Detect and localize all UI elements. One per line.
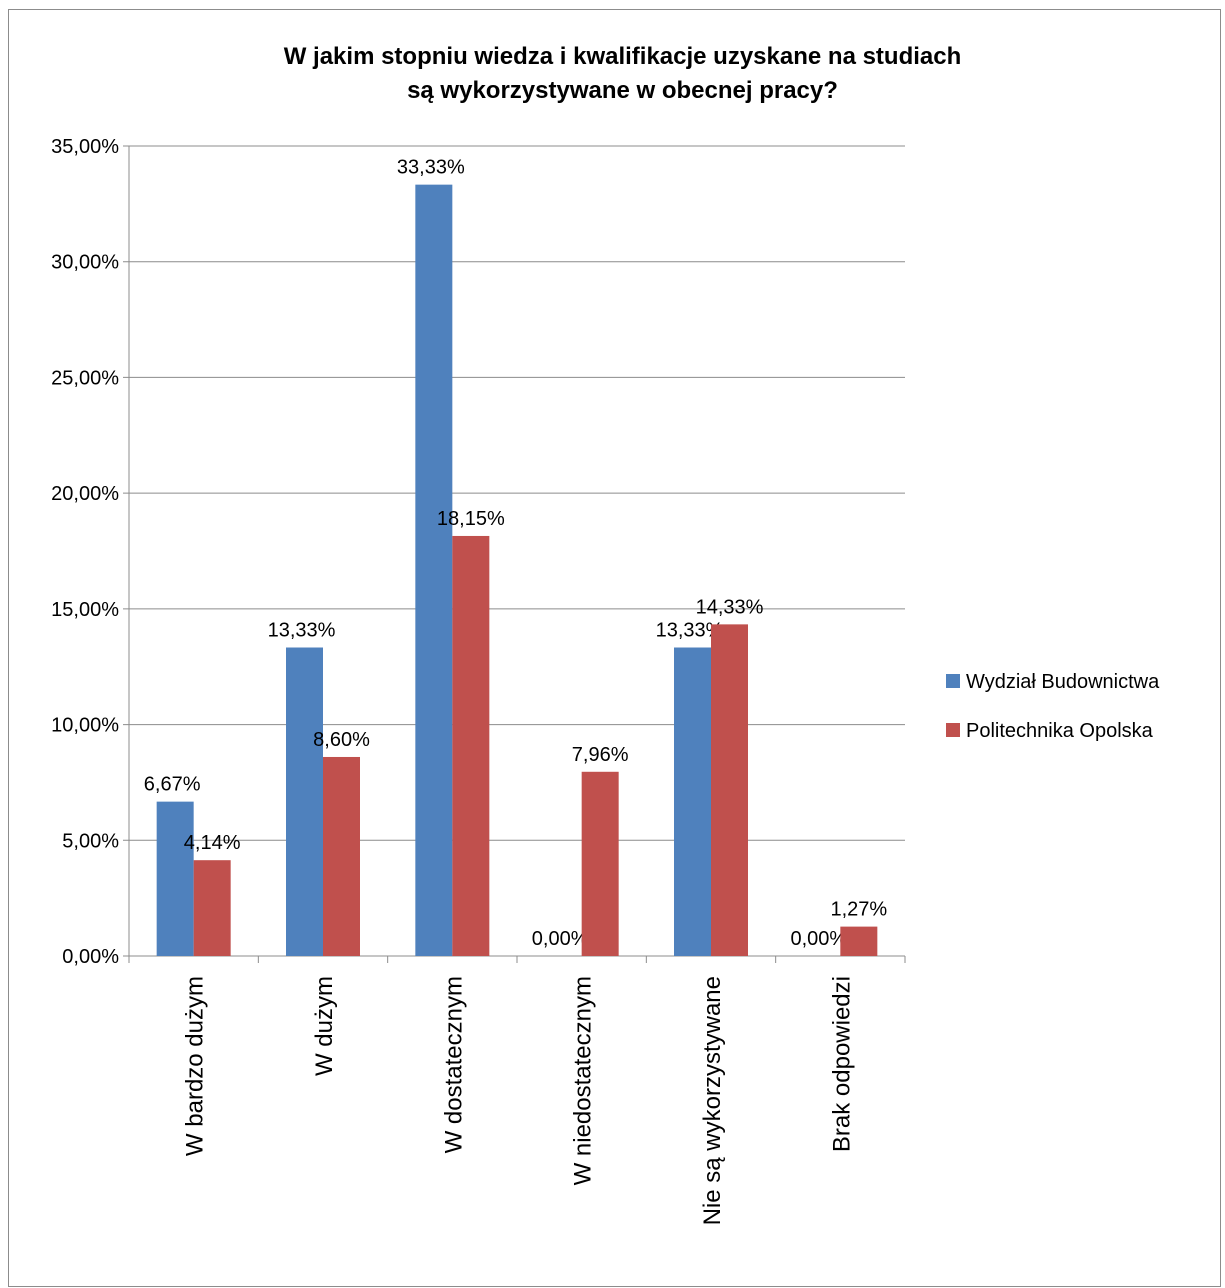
- category-label: W bardzo dużym: [182, 976, 209, 1156]
- data-label: 6,67%: [144, 774, 201, 796]
- legend-label: Wydział Budownictwa: [966, 671, 1160, 693]
- y-tick-label: 35,00%: [51, 136, 119, 158]
- bar-politechnika-opolska: [711, 624, 748, 956]
- bar-wydzial-budownictwa: [674, 647, 711, 956]
- data-label: 0,00%: [532, 928, 589, 950]
- bar-wydzial-budownictwa: [415, 184, 453, 957]
- data-label: 1,27%: [830, 899, 887, 921]
- bar-politechnika-opolska: [193, 860, 231, 956]
- data-label: 14,33%: [696, 596, 764, 618]
- category-label: W dostatecznym: [440, 976, 467, 1153]
- legend-swatch: [946, 674, 960, 688]
- bar-politechnika-opolska: [581, 771, 619, 956]
- bar-wydzial-budownictwa: [286, 647, 323, 956]
- chart-title-line-2: są wykorzystywane w obecnej pracy?: [407, 77, 838, 104]
- bar-politechnika-opolska: [323, 756, 360, 956]
- y-tick-label: 15,00%: [51, 599, 119, 621]
- chart-title-line-1: W jakim stopniu wiedza i kwalifikacje uz…: [283, 43, 962, 70]
- category-label: Nie są wykorzystywane: [699, 976, 726, 1225]
- category-label: Brak odpowiedzi: [828, 976, 855, 1152]
- y-tick-label: 25,00%: [51, 367, 119, 389]
- category-label: W dużym: [311, 976, 338, 1076]
- legend-swatch: [946, 723, 960, 737]
- data-label: 33,33%: [397, 157, 465, 179]
- y-tick-label: 10,00%: [51, 715, 119, 737]
- y-tick-label: 5,00%: [62, 830, 119, 852]
- data-label: 0,00%: [790, 928, 847, 950]
- chart-title: W jakim stopniu wiedza i kwalifikacje uz…: [0, 40, 1225, 108]
- data-label: 7,96%: [572, 744, 629, 766]
- data-label: 13,33%: [656, 620, 724, 642]
- bar-politechnika-opolska: [840, 926, 878, 956]
- data-label: 18,15%: [437, 508, 505, 530]
- category-label: W niedostatecznym: [570, 976, 597, 1185]
- bar-wydzial-budownictwa: [156, 801, 194, 956]
- data-label: 8,60%: [313, 729, 370, 751]
- legend-label: Politechnika Opolska: [966, 720, 1154, 742]
- bar-politechnika-opolska: [452, 535, 490, 956]
- y-tick-label: 0,00%: [62, 946, 119, 968]
- y-tick-label: 30,00%: [51, 252, 119, 274]
- data-label: 4,14%: [184, 832, 241, 854]
- data-label: 13,33%: [268, 620, 336, 642]
- y-tick-label: 20,00%: [51, 483, 119, 505]
- chart-frame: [8, 9, 1221, 1287]
